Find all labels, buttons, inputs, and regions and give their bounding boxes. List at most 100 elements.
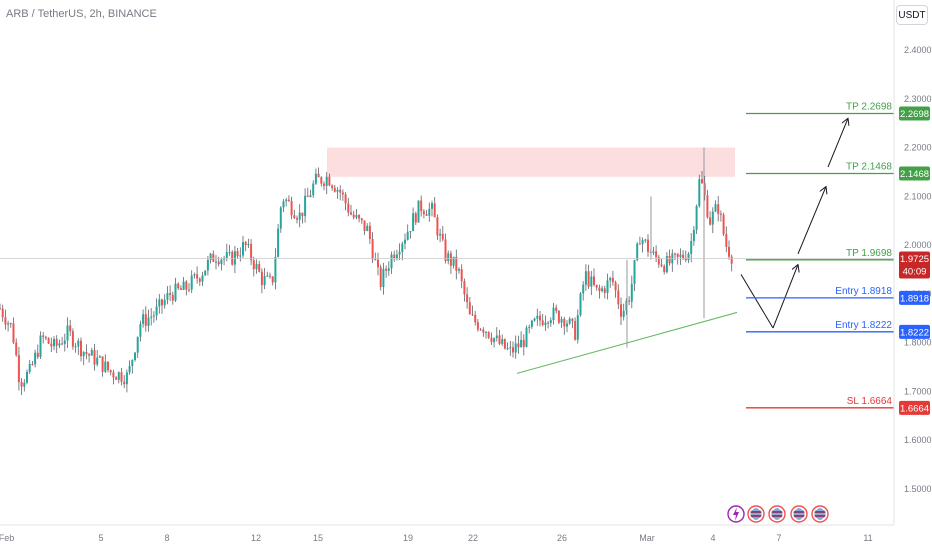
candle-body (339, 189, 342, 193)
candle-body (296, 218, 298, 220)
candle-body (0, 308, 1, 310)
candle-body (325, 176, 328, 186)
candle-body (401, 243, 404, 252)
candle-body (493, 338, 496, 343)
candle-body (636, 243, 639, 261)
candle-body (179, 288, 182, 290)
time-axis[interactable]: Feb 5 8 12 15 19 22 26 Mar 4 7 11 (0, 524, 894, 543)
candle-body (77, 340, 80, 347)
candle-body (166, 292, 169, 300)
candle-body (490, 337, 493, 343)
candle-body (50, 343, 53, 347)
candle-body (587, 271, 590, 287)
candle-body (441, 233, 444, 240)
candle-body (355, 215, 358, 218)
price-tag-label: 1.8222 (900, 327, 929, 338)
projection-arrow (772, 265, 798, 329)
levels-group: TP 2.2698 TP 2.1468 TP 1.9698 Entry 1.8918 E… (746, 101, 894, 409)
price-tick-label: 2.2000 (904, 143, 932, 153)
candle-body (617, 290, 620, 305)
candle-body (217, 261, 220, 265)
candle-body (331, 185, 334, 188)
candle-body (117, 372, 120, 380)
candle-body (312, 183, 315, 196)
candle-body (698, 179, 701, 206)
candle-body (150, 316, 153, 318)
candle-body (215, 261, 217, 263)
candle-body (88, 354, 91, 356)
level-label: Entry 1.8918 (835, 286, 892, 297)
candle-body (174, 283, 177, 301)
candle-body (474, 314, 477, 323)
price-tag-label: 2.2698 (900, 109, 929, 120)
projection-arrow (797, 187, 826, 255)
level-label: Entry 1.8222 (835, 320, 892, 331)
price-axis[interactable]: 1.50001.60001.70001.80001.90002.00002.10… (893, 0, 932, 525)
candle-body (574, 321, 577, 340)
candle-body (501, 339, 504, 344)
time-tick-label: 12 (251, 533, 261, 543)
candle-body (460, 269, 463, 282)
price-tick-label: 2.1000 (904, 191, 932, 201)
candle-body (595, 284, 598, 288)
us-flag-event-icon[interactable] (747, 505, 765, 523)
candle-body (109, 370, 112, 373)
candle-body (655, 251, 658, 258)
candle-body (306, 195, 309, 197)
candle-body (414, 213, 417, 223)
candle-body (344, 194, 347, 204)
candle-body (647, 239, 649, 252)
candle-body (228, 251, 231, 253)
candle-body (568, 318, 571, 324)
currency-button[interactable]: USDT (896, 5, 928, 25)
candle-body (711, 211, 714, 225)
candle-body (495, 335, 498, 339)
candle-body (366, 225, 369, 231)
candle-body (576, 315, 579, 340)
candle-body (665, 256, 668, 273)
candle-body (730, 256, 733, 264)
candle-body (479, 329, 482, 331)
resistance-zone (327, 147, 735, 177)
candle-body (20, 381, 23, 387)
candle-body (406, 231, 409, 240)
candle-body (333, 187, 336, 192)
us-flag-event-icon[interactable] (790, 505, 808, 523)
projection-arrow (827, 118, 848, 168)
event-icons[interactable] (727, 505, 829, 523)
candle-body (155, 306, 158, 316)
candle-body (706, 195, 709, 218)
projection-arrow (740, 274, 774, 329)
candle-body (182, 281, 185, 290)
us-flag-event-icon[interactable] (811, 505, 829, 523)
candle-body (528, 326, 531, 328)
candle-body (552, 307, 555, 321)
lightning-event-icon[interactable] (727, 505, 745, 523)
candle-body (701, 179, 703, 184)
candle-body (134, 352, 136, 360)
candle-body (123, 381, 126, 385)
candle-body (611, 277, 614, 283)
candle-body (606, 280, 609, 293)
candle-body (709, 217, 712, 225)
candle-body (290, 201, 293, 216)
candle-body (530, 320, 533, 327)
drawings-group (0, 118, 894, 374)
candle-body (517, 343, 520, 348)
time-tick-label: Mar (639, 533, 655, 543)
time-tick-label: 15 (313, 533, 323, 543)
candle-body (198, 278, 201, 282)
candle-body (644, 239, 647, 241)
candle-body (34, 352, 37, 365)
candle-body (101, 356, 104, 372)
candle-body (98, 356, 101, 358)
candle-body (142, 314, 145, 324)
countdown-label: 40:09 (903, 267, 927, 278)
level-label: TP 2.2698 (846, 101, 892, 112)
candle-body (55, 339, 58, 346)
candle-body (352, 214, 355, 218)
candle-body (549, 320, 552, 324)
us-flag-event-icon[interactable] (768, 505, 786, 523)
candle-body (107, 361, 109, 371)
